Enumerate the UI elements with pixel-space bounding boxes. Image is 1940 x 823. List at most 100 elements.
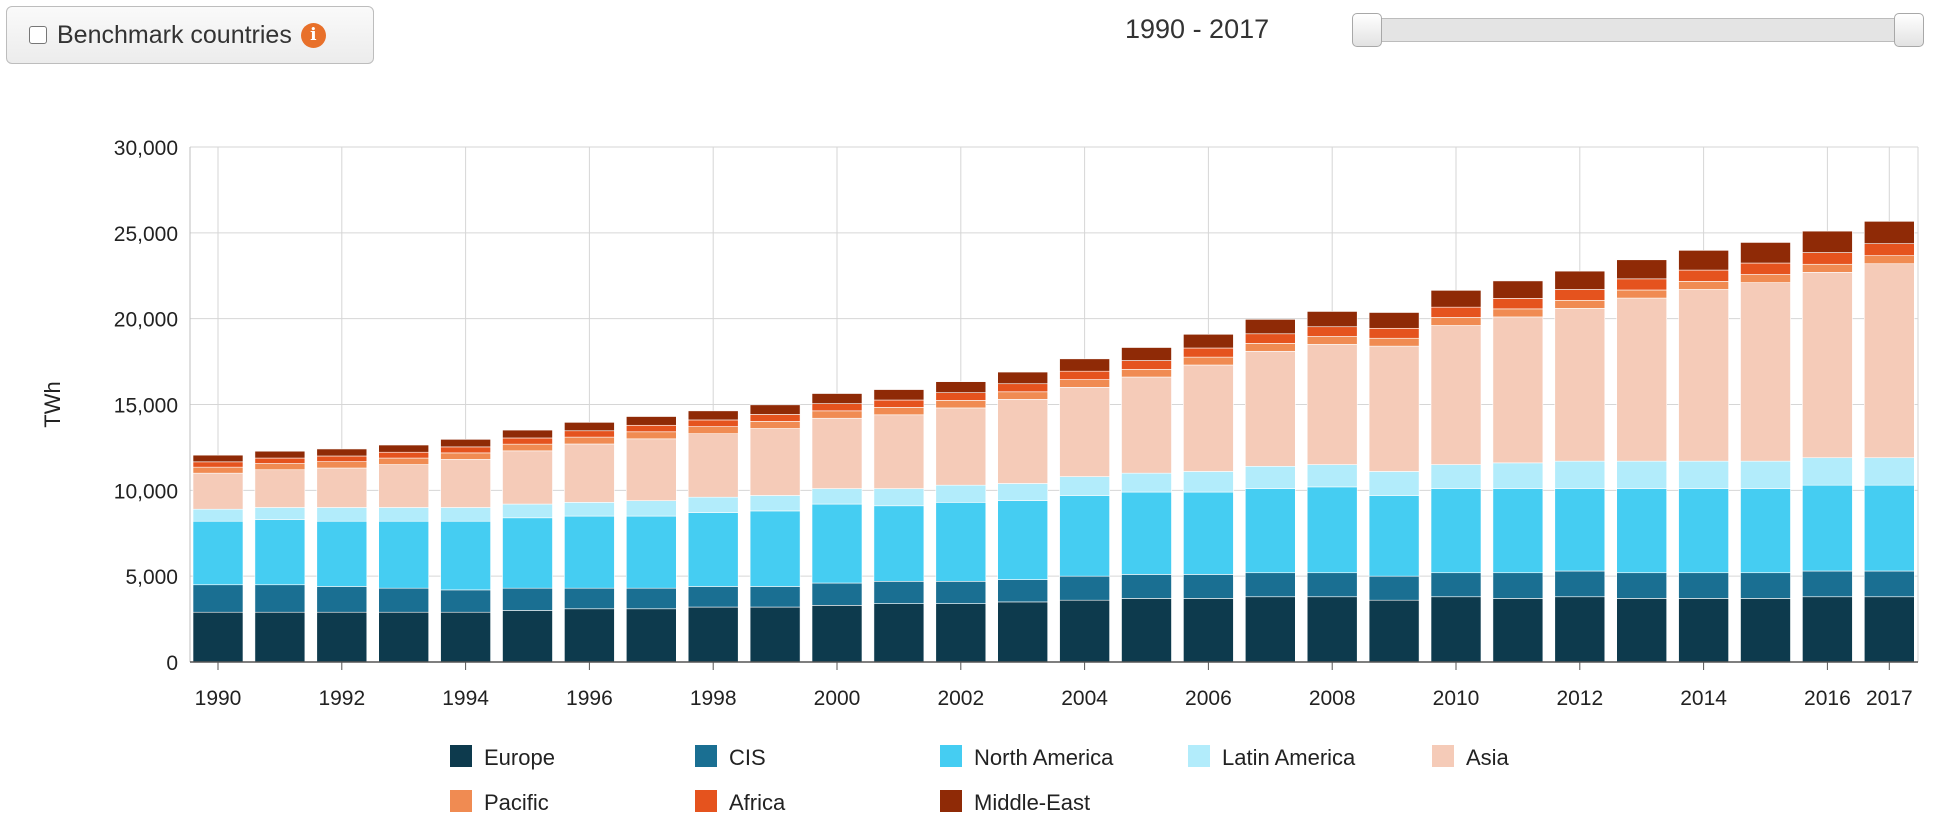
x-tick-label: 2002 bbox=[937, 687, 984, 710]
bar-africa-2001 bbox=[873, 399, 925, 408]
bar-africa-1997 bbox=[625, 424, 677, 433]
bar-europe-2001 bbox=[873, 603, 925, 663]
bar-africa-1990 bbox=[192, 461, 244, 468]
bar-middle-east-2004 bbox=[1059, 358, 1110, 372]
bar-latin-america-2009 bbox=[1368, 471, 1420, 496]
bar-africa-1998 bbox=[687, 419, 739, 427]
bar-pacific-2013 bbox=[1616, 289, 1667, 299]
bar-north-america-2012 bbox=[1554, 488, 1606, 572]
bar-europe-2008 bbox=[1306, 596, 1358, 663]
bar-asia-2012 bbox=[1554, 308, 1606, 462]
bar-cis-2002 bbox=[935, 581, 987, 604]
bar-africa-2013 bbox=[1616, 278, 1667, 291]
bar-latin-america-2002 bbox=[935, 484, 987, 503]
bar-asia-2004 bbox=[1059, 387, 1110, 477]
year-range-slider-track[interactable] bbox=[1364, 18, 1908, 42]
bar-cis-2000 bbox=[811, 582, 863, 606]
legend-swatch-asia bbox=[1432, 745, 1454, 767]
info-icon[interactable]: i bbox=[300, 22, 326, 48]
bar-cis-2007 bbox=[1245, 572, 1296, 598]
bar-asia-1999 bbox=[749, 428, 801, 496]
bar-north-america-2016 bbox=[1802, 484, 1853, 572]
bar-north-america-1996 bbox=[564, 515, 615, 589]
bar-latin-america-1998 bbox=[687, 496, 739, 513]
bar-cis-1994 bbox=[440, 589, 491, 613]
benchmark-checkbox[interactable] bbox=[29, 26, 47, 44]
bar-pacific-1995 bbox=[502, 443, 553, 452]
bar-middle-east-2005 bbox=[1121, 347, 1172, 361]
bar-latin-america-2012 bbox=[1554, 460, 1606, 489]
bar-latin-america-2014 bbox=[1678, 460, 1729, 489]
bar-asia-1997 bbox=[625, 438, 677, 501]
bar-latin-america-1997 bbox=[625, 500, 677, 517]
bar-pacific-1996 bbox=[564, 436, 615, 445]
bar-africa-2009 bbox=[1368, 327, 1420, 339]
bar-north-america-2005 bbox=[1121, 491, 1172, 575]
bar-cis-1996 bbox=[564, 587, 615, 610]
bar-north-america-2007 bbox=[1245, 488, 1296, 574]
bar-north-america-2001 bbox=[873, 505, 925, 582]
bar-pacific-2016 bbox=[1802, 263, 1853, 273]
bar-europe-2006 bbox=[1183, 598, 1234, 663]
bar-asia-1993 bbox=[378, 464, 430, 508]
legend-swatch-latin-america bbox=[1188, 745, 1210, 767]
bar-latin-america-1996 bbox=[564, 502, 615, 517]
legend-swatch-middle-east bbox=[940, 790, 962, 812]
bar-north-america-1997 bbox=[625, 515, 677, 589]
y-tick-label: 15,000 bbox=[114, 395, 178, 418]
bar-north-america-2008 bbox=[1306, 486, 1358, 574]
bar-asia-2007 bbox=[1245, 350, 1296, 467]
bar-africa-2015 bbox=[1740, 262, 1791, 275]
legend-label-north-america: North America bbox=[974, 745, 1114, 770]
x-tick-label: 2004 bbox=[1061, 687, 1108, 710]
bar-europe-2004 bbox=[1059, 599, 1110, 663]
bar-africa-2011 bbox=[1492, 298, 1544, 310]
range-start-handle[interactable] bbox=[1352, 13, 1382, 47]
bar-asia-2016 bbox=[1802, 272, 1853, 459]
bar-africa-1993 bbox=[378, 451, 430, 459]
bar-pacific-1994 bbox=[440, 452, 491, 460]
bar-africa-1999 bbox=[749, 414, 801, 422]
bar-asia-1990 bbox=[192, 472, 244, 510]
bar-pacific-2014 bbox=[1678, 281, 1729, 290]
bar-europe-2013 bbox=[1616, 598, 1667, 663]
bar-europe-2010 bbox=[1430, 596, 1482, 663]
bar-north-america-1995 bbox=[502, 517, 553, 589]
bar-middle-east-1994 bbox=[440, 439, 491, 448]
bar-europe-1997 bbox=[625, 608, 677, 663]
bar-europe-2003 bbox=[997, 601, 1049, 663]
bar-north-america-2010 bbox=[1430, 488, 1482, 574]
bar-cis-2010 bbox=[1430, 572, 1482, 598]
bar-north-america-1993 bbox=[378, 520, 430, 589]
range-end-handle[interactable] bbox=[1894, 13, 1924, 47]
bar-middle-east-1990 bbox=[192, 454, 244, 463]
bar-africa-2004 bbox=[1059, 370, 1110, 380]
bar-latin-america-2015 bbox=[1740, 460, 1791, 489]
bar-middle-east-2008 bbox=[1306, 311, 1358, 328]
bar-cis-2005 bbox=[1121, 574, 1172, 599]
bar-pacific-1992 bbox=[316, 461, 368, 469]
bar-middle-east-2001 bbox=[873, 389, 925, 401]
bar-latin-america-2013 bbox=[1616, 460, 1667, 489]
bar-pacific-2010 bbox=[1430, 317, 1482, 326]
legend-swatch-europe bbox=[450, 745, 472, 767]
x-tick-label: 1992 bbox=[318, 687, 365, 710]
bar-north-america-2000 bbox=[811, 503, 863, 584]
x-tick-label: 2006 bbox=[1185, 687, 1232, 710]
bar-africa-1991 bbox=[254, 457, 306, 464]
bar-middle-east-1995 bbox=[502, 429, 553, 439]
bar-europe-1996 bbox=[564, 608, 615, 663]
bar-pacific-1997 bbox=[625, 431, 677, 440]
bar-latin-america-1995 bbox=[502, 503, 553, 519]
bar-asia-2014 bbox=[1678, 289, 1729, 462]
bar-latin-america-2008 bbox=[1306, 464, 1358, 488]
bar-north-america-2011 bbox=[1492, 488, 1544, 574]
bar-europe-1993 bbox=[378, 611, 430, 663]
benchmark-countries-button[interactable]: Benchmark countries i bbox=[6, 6, 374, 64]
bar-middle-east-1991 bbox=[254, 450, 306, 459]
bar-africa-2007 bbox=[1245, 333, 1296, 344]
y-tick-label: 30,000 bbox=[114, 137, 178, 160]
bar-africa-2002 bbox=[935, 392, 987, 401]
year-range-label: 1990 - 2017 bbox=[1125, 14, 1270, 44]
bar-latin-america-2003 bbox=[997, 483, 1049, 501]
